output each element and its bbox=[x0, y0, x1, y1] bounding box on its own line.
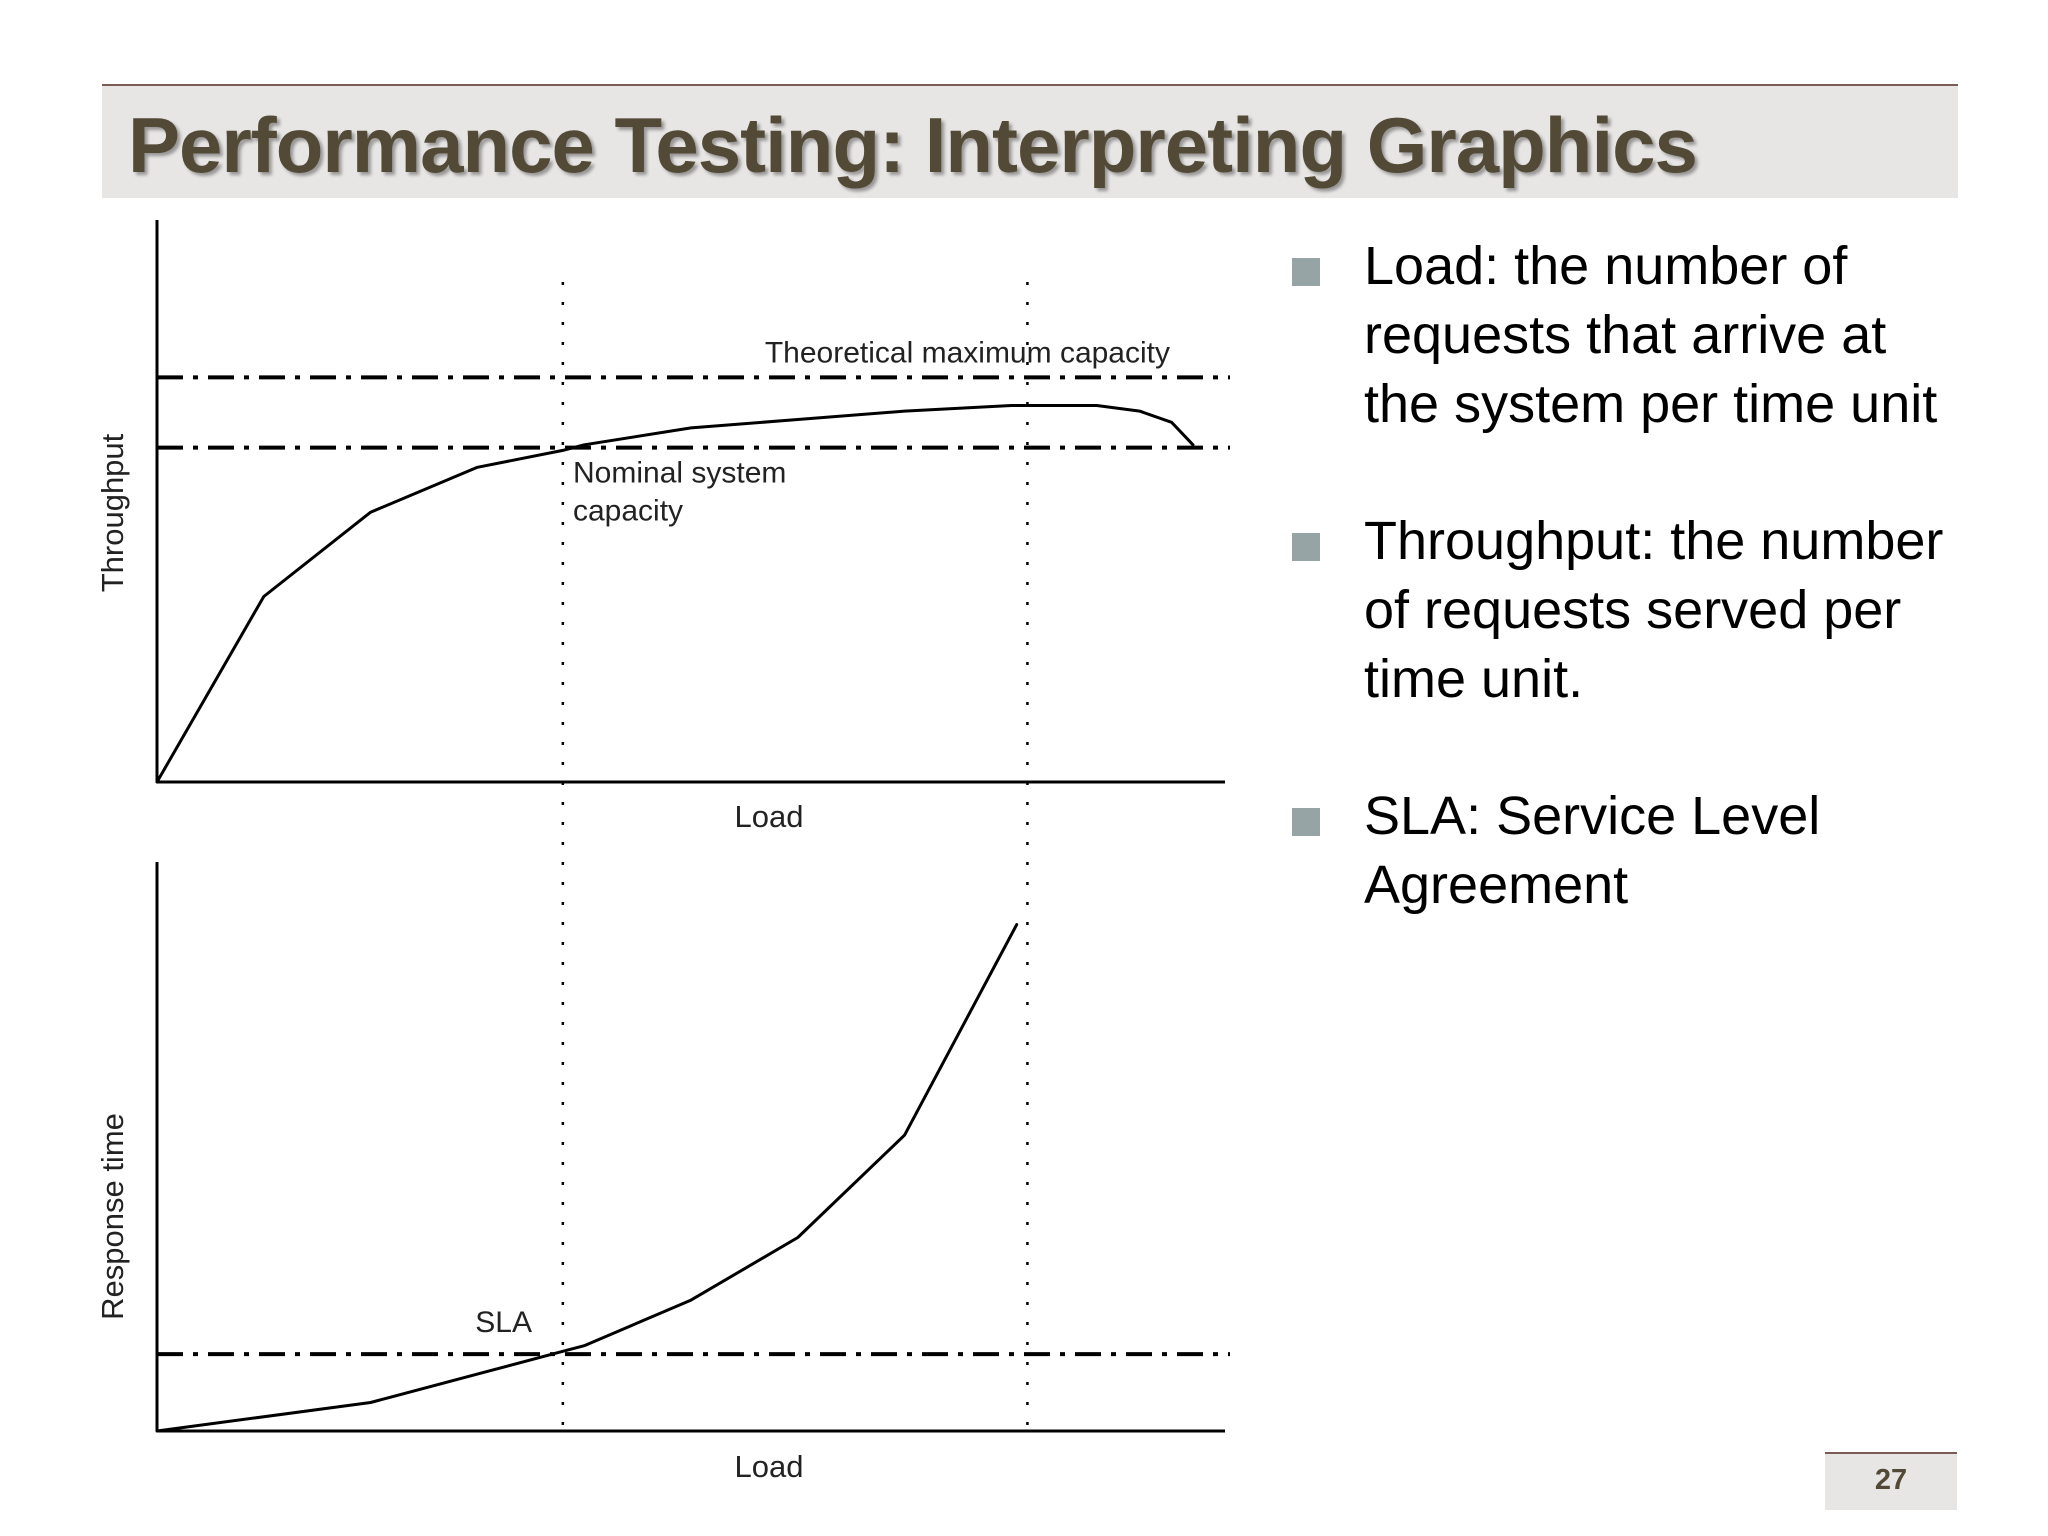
load-markers bbox=[561, 282, 1029, 1428]
bullet-text: Load: the number of requests that arrive… bbox=[1364, 236, 1938, 434]
bullet-load: Load: the number of requests that arrive… bbox=[1290, 232, 1970, 439]
square-bullet-icon bbox=[1292, 533, 1320, 561]
y-axis-label: Throughput bbox=[95, 433, 130, 592]
square-bullet-icon bbox=[1292, 258, 1320, 286]
reference-label: SLA bbox=[475, 1306, 532, 1339]
bullet-sla: SLA: Service Level Agreement bbox=[1290, 782, 1970, 920]
bullet-text: Throughput: the number of requests serve… bbox=[1364, 511, 1944, 709]
response-time-chart: SLA Load Response time bbox=[95, 862, 1230, 1484]
x-axis-label: Load bbox=[735, 1449, 804, 1484]
throughput-chart: Theoretical maximum capacity Nominal syst… bbox=[95, 220, 1230, 834]
square-bullet-icon bbox=[1292, 808, 1320, 836]
bullet-list: Load: the number of requests that arrive… bbox=[1290, 232, 1970, 988]
page-number-box: 27 bbox=[1825, 1452, 1957, 1510]
slide-title: Performance Testing: Interpreting Graphi… bbox=[128, 101, 1698, 189]
bullet-throughput: Throughput: the number of requests serve… bbox=[1290, 507, 1970, 714]
y-axis-label: Response time bbox=[95, 1113, 130, 1320]
x-axis-label: Load bbox=[735, 799, 804, 834]
title-band: Performance Testing: Interpreting Graphi… bbox=[102, 84, 1958, 198]
bullet-text: SLA: Service Level Agreement bbox=[1364, 786, 1821, 915]
reference-label: Theoretical maximum capacity bbox=[765, 336, 1170, 369]
reference-label: Nominal system capacity bbox=[573, 457, 786, 528]
page-number: 27 bbox=[1874, 1464, 1908, 1496]
series-line bbox=[155, 923, 1019, 1433]
series-line bbox=[155, 404, 1195, 784]
